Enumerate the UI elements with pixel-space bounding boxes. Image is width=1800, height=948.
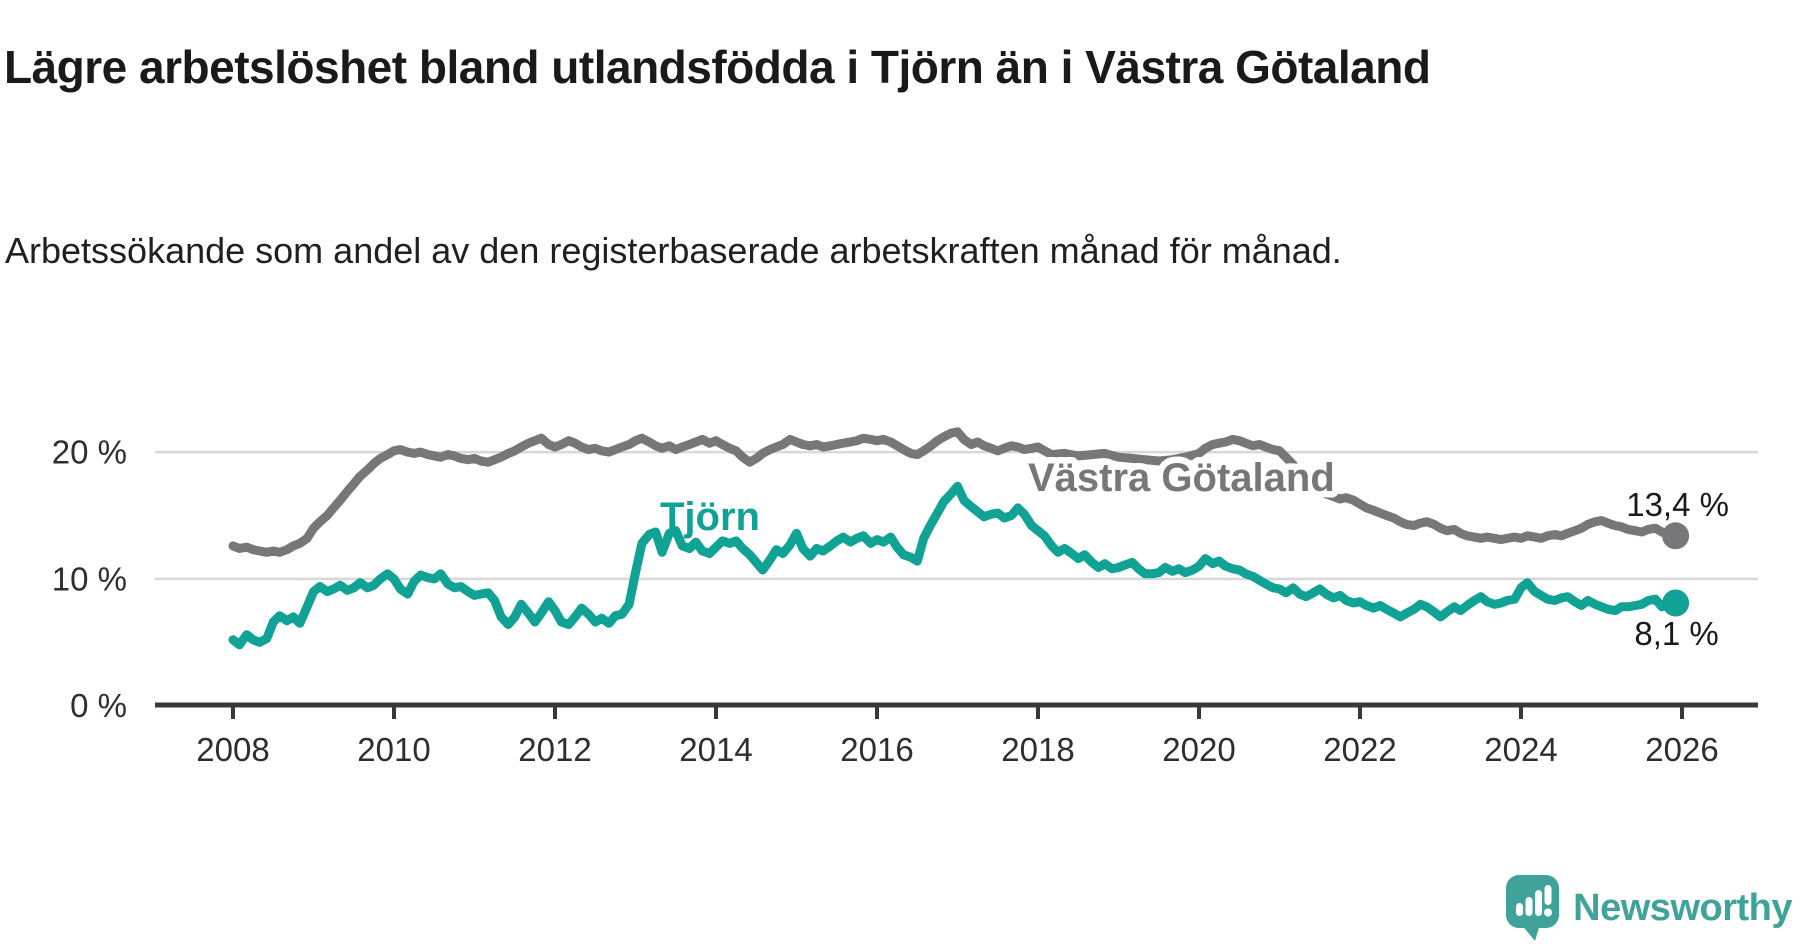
y-axis-tick-label: 10 %: [52, 560, 127, 597]
newsworthy-brand-text: Newsworthy: [1573, 886, 1792, 929]
series-vastra-gotaland-line: [228, 427, 1681, 557]
y-axis-tick-label: 0 %: [70, 687, 127, 724]
newsworthy-logo: Newsworthy: [1505, 874, 1792, 942]
x-axis-tick-label: 2012: [518, 731, 591, 768]
gridlines: [155, 450, 1758, 581]
series-vastra-gotaland-end-value: 13,4 %: [1626, 486, 1729, 523]
x-axis-tick-label: 2014: [679, 731, 752, 768]
x-axis-tick-label: 2010: [357, 731, 430, 768]
x-axis-labels: 2008 2010 2012 2014 2016 2018 2020 2022 2024 2026: [196, 731, 1718, 768]
x-axis-tick-label: 2018: [1001, 731, 1074, 768]
x-axis-ticks: [231, 705, 1684, 719]
x-axis-tick-label: 2024: [1484, 731, 1557, 768]
y-axis-tick-label: 20 %: [52, 434, 127, 471]
newsworthy-bubble-chart-icon: [1506, 875, 1560, 941]
y-axis-labels: 0 % 10 % 20 %: [52, 434, 127, 725]
x-axis-tick-label: 2022: [1323, 731, 1396, 768]
x-axis-tick-label: 2016: [840, 731, 913, 768]
series-tjorn-end-value: 8,1 %: [1634, 615, 1718, 652]
x-axis-tick-label: 2008: [196, 731, 269, 768]
x-axis-tick-label: 2020: [1162, 731, 1235, 768]
chart-subtitle: Arbetssökande som andel av den registerb…: [5, 230, 1342, 271]
series-vastra-gotaland-end-dot: [1662, 522, 1690, 550]
series-vastra-gotaland-label: Västra Götaland: [1028, 456, 1335, 500]
x-axis-tick-label: 2026: [1645, 731, 1718, 768]
page-title: Lägre arbetslöshet bland utlandsfödda i …: [4, 40, 1431, 93]
series-tjorn-end-dot: [1662, 589, 1690, 617]
series-tjorn-label: Tjörn: [660, 495, 760, 539]
series-tjorn-line: [228, 481, 1681, 650]
